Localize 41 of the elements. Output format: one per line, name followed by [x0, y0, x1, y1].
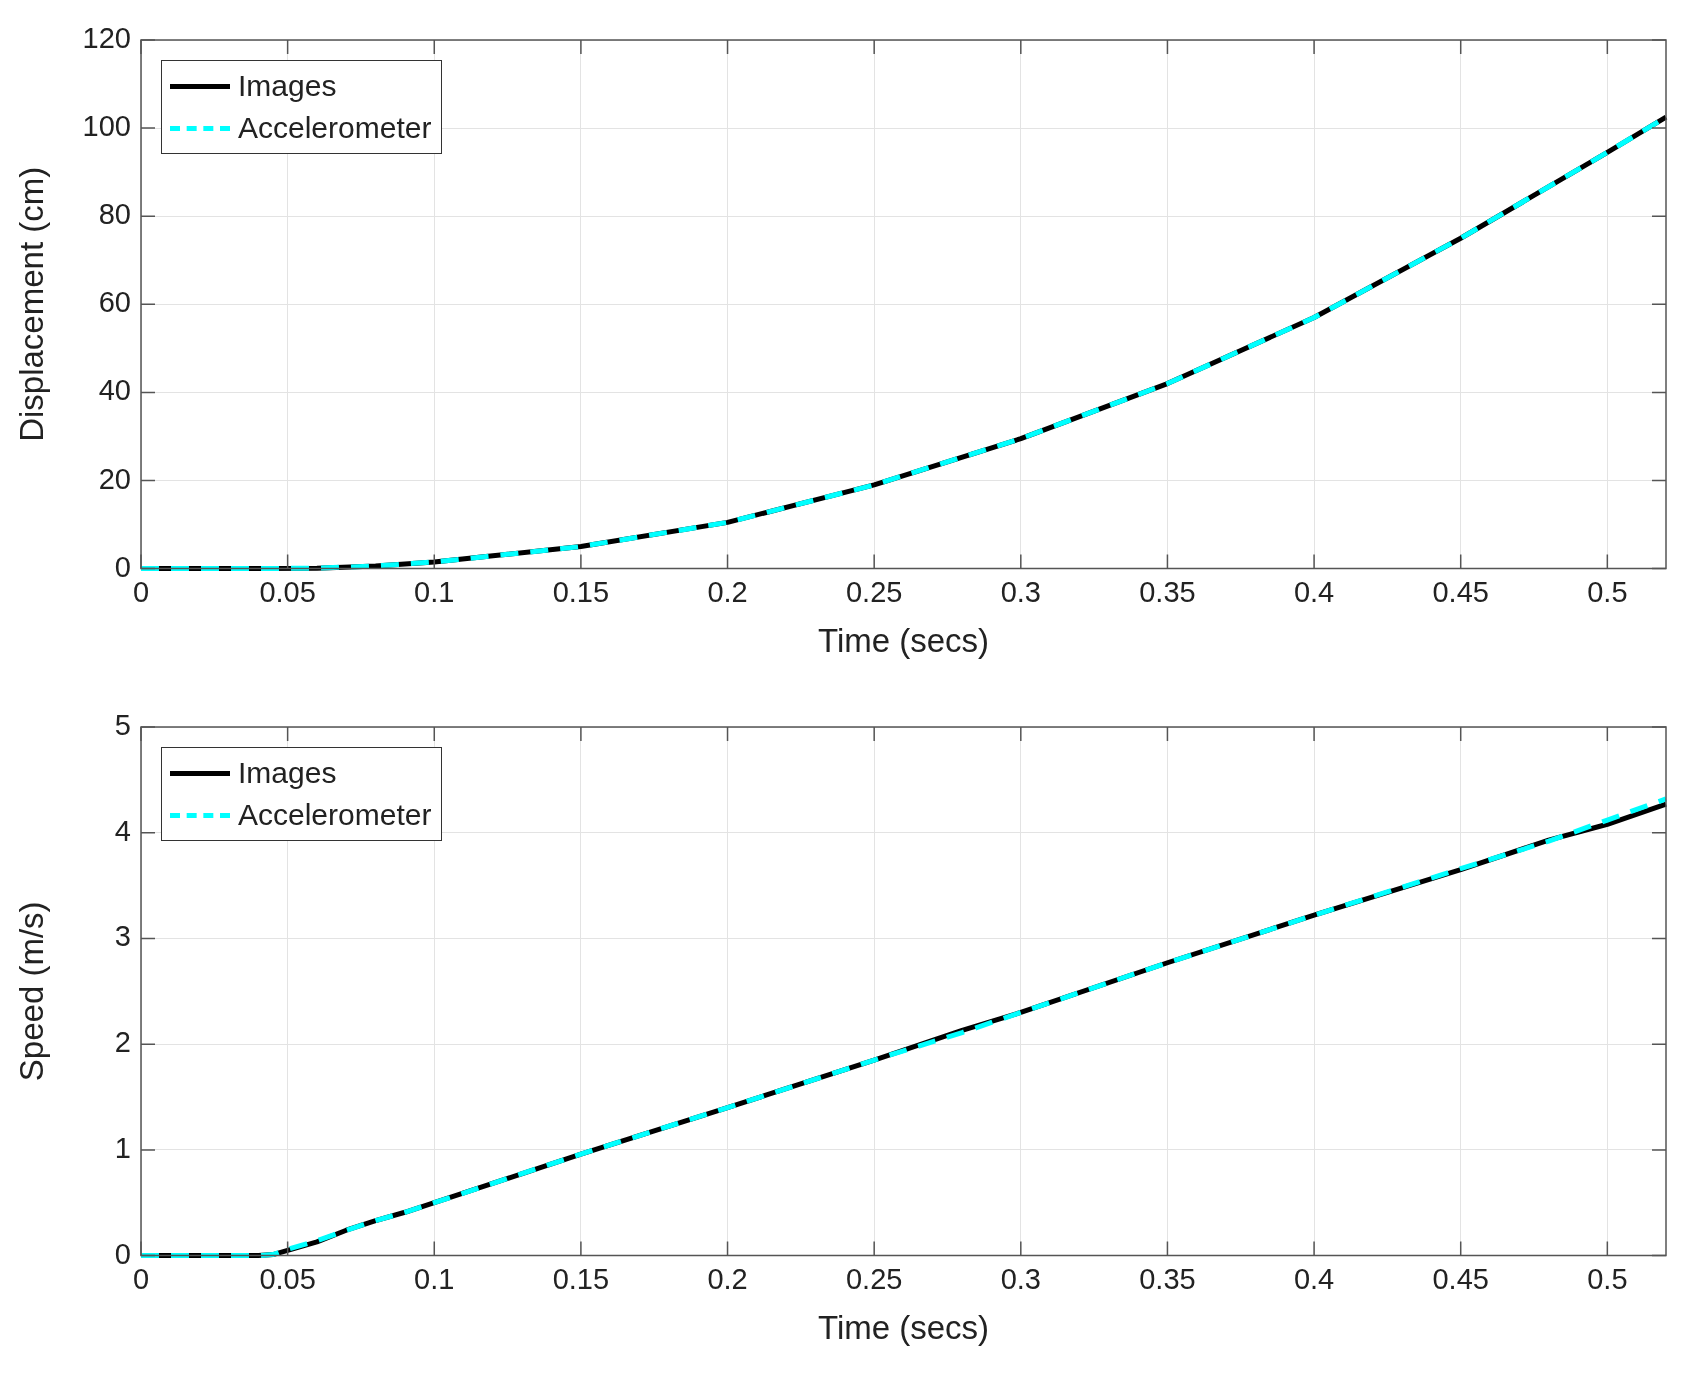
x-tick-label: 0.4	[1293, 576, 1335, 608]
y-tick-label: 4	[114, 814, 131, 847]
x-tick-label: 0.5	[1587, 1263, 1628, 1295]
y-tick-label: 1	[114, 1131, 131, 1164]
x-tick-label: 0.45	[1432, 576, 1489, 608]
x-tick-label: 0.25	[845, 1263, 903, 1295]
x-tick-label: 0.45	[1432, 1263, 1489, 1295]
x-tick-label: 0.25	[845, 576, 903, 608]
y-tick-label: 40	[98, 374, 131, 407]
x-tick-label: 0.3	[1000, 576, 1041, 608]
y-tick-label: 100	[82, 110, 131, 143]
legend-label: Images	[238, 756, 337, 790]
y-tick-label: 20	[98, 462, 131, 495]
x-tick-label: 0.3	[1000, 1263, 1041, 1295]
x-tick-label: 0.05	[259, 1263, 316, 1295]
x-tick-label: 0.05	[259, 576, 316, 608]
x-tick-label: 0.35	[1139, 576, 1196, 608]
x-tick-label: 0.1	[414, 1263, 455, 1295]
y-tick-label: 2	[114, 1026, 131, 1059]
x-axis-title: Time (secs)	[817, 622, 990, 660]
y-tick-label: 120	[82, 22, 131, 54]
y-tick-label: 0	[114, 1237, 131, 1270]
x-tick-label: 0.2	[707, 1263, 748, 1295]
legend-label: Accelerometer	[238, 111, 432, 145]
legend-label: Images	[238, 69, 337, 103]
y-axis-title: Speed (m/s)	[12, 901, 50, 1082]
x-tick-label: 0.15	[552, 576, 610, 608]
x-tick-label: 0.35	[1139, 1263, 1196, 1295]
x-tick-label: 0.4	[1293, 1263, 1335, 1295]
y-tick-label: 80	[98, 198, 131, 231]
x-tick-label: 0.1	[414, 576, 455, 608]
y-tick-label: 3	[114, 920, 131, 953]
y-axis-title: Displacement (cm)	[12, 166, 50, 442]
x-tick-label: 0.5	[1587, 576, 1628, 608]
y-tick-label: 5	[114, 709, 131, 741]
y-tick-label: 60	[98, 286, 131, 319]
x-axis-title: Time (secs)	[817, 1309, 990, 1347]
x-tick-label: 0.15	[552, 1263, 610, 1295]
y-tick-label: 0	[114, 550, 131, 583]
x-tick-label: 0.2	[707, 576, 748, 608]
legend-label: Accelerometer	[238, 798, 432, 832]
